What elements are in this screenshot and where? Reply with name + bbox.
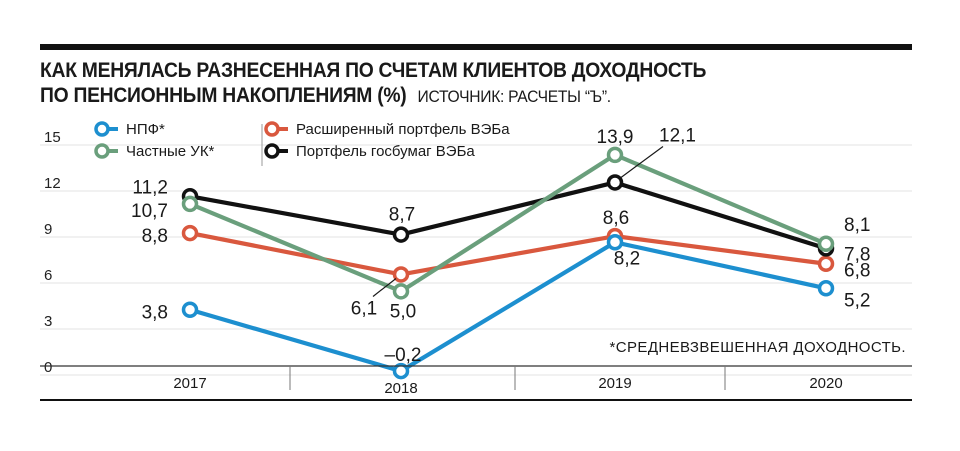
series-line-uk: [189, 152, 827, 294]
data-point-npf: [606, 234, 624, 251]
data-point-gov: [392, 226, 410, 243]
data-point-uk: [392, 283, 410, 300]
data-point-gov: [606, 174, 624, 191]
data-label-npf: –0,2: [385, 345, 422, 366]
data-label-uk: 8,1: [844, 215, 870, 236]
y-tick-label: 3: [44, 313, 52, 330]
series-lines: [189, 152, 827, 374]
data-point-npf: [817, 280, 835, 297]
data-point-uk: [817, 235, 835, 253]
legend-label-ext: Расширенный портфель ВЭБа: [296, 121, 510, 138]
data-point-ext: [392, 266, 410, 283]
y-tick-label: 9: [44, 221, 52, 238]
data-point-ext: [181, 224, 199, 242]
data-label-uk: 5,0: [390, 301, 416, 322]
legend-label-npf: НПФ*: [126, 121, 165, 138]
legend-swatch-marker-npf: [94, 121, 110, 137]
y-tick-labels: 15 12 9 6 3 0: [44, 129, 61, 376]
data-label-npf: 8,2: [614, 248, 640, 269]
legend-swatch-marker-ext: [264, 121, 280, 137]
data-label-uk: 13,9: [597, 127, 634, 148]
data-label-gov: 8,7: [389, 205, 415, 226]
series-line-ext: [189, 231, 827, 277]
data-label-ext: 8,6: [603, 208, 629, 229]
x-tick-label: 2017: [173, 375, 206, 392]
data-label-ext: 8,8: [142, 226, 168, 247]
y-tick-label: 15: [44, 129, 61, 146]
legend-label-uk: Частные УК*: [126, 143, 215, 160]
data-label-npf: 3,8: [142, 303, 168, 324]
y-tick-label: 0: [44, 359, 52, 376]
top-rule: [40, 44, 912, 50]
data-point-npf: [181, 301, 199, 318]
data-label-gov: 12,1: [659, 125, 696, 146]
footnote: *СРЕДНЕВЗВЕШЕННАЯ ДОХОДНОСТЬ.: [610, 339, 906, 356]
title-line-2-text: ПО ПЕНСИОННЫМ НАКОПЛЕНИЯМ (%): [40, 84, 407, 107]
legend-swatch-marker-gov: [264, 143, 280, 159]
data-point-npf: [392, 362, 410, 380]
title-line-2: ПО ПЕНСИОННЫМ НАКОПЛЕНИЯМ (%) ИСТОЧНИК: Р…: [40, 83, 706, 109]
legend: НПФ* Частные УК* Расширенный портфель ВЭБа…: [94, 121, 510, 166]
data-point-uk: [606, 146, 624, 164]
series-line-npf: [189, 240, 827, 374]
source-note: ИСТОЧНИК: РАСЧЕТЫ “Ъ”.: [417, 87, 611, 106]
series-line-gov: [189, 180, 827, 251]
y-tick-label: 6: [44, 267, 52, 284]
data-label-uk: 10,7: [131, 201, 168, 222]
legend-label-gov: Портфель госбумаг ВЭБа: [296, 143, 475, 160]
series-markers: [181, 146, 835, 380]
data-label-gov: 11,2: [132, 177, 168, 198]
title-line-1: КАК МЕНЯЛАСЬ РАЗНЕСЕННАЯ ПО СЧЕТАМ КЛИЕН…: [40, 59, 707, 82]
x-axis: 2017 2018 2019 2020: [40, 365, 912, 401]
data-point-ext: [817, 255, 835, 272]
data-label-ext: 6,1: [351, 298, 377, 319]
x-tick-label: 2019: [598, 375, 631, 392]
x-tick-label: 2020: [809, 375, 842, 392]
data-labels: 3,8 –0,2 8,2 5,2 10,7 5,0 13,9 8,1 8,8 6,1 8,6 6,8 1…: [131, 125, 870, 366]
data-label-gov: 7,8: [844, 244, 870, 265]
data-label-npf: 5,2: [844, 290, 870, 311]
label-leader-line: [372, 277, 397, 297]
data-label-ext: 6,8: [844, 261, 870, 282]
label-leader-line: [620, 145, 664, 178]
data-point-uk: [181, 195, 199, 213]
y-tick-label: 12: [44, 175, 61, 192]
chart-title: КАК МЕНЯЛАСЬ РАЗНЕСЕННАЯ ПО СЧЕТАМ КЛИЕН…: [40, 58, 706, 109]
x-tick-label: 2018: [384, 380, 417, 397]
legend-swatch-marker-uk: [94, 143, 110, 159]
